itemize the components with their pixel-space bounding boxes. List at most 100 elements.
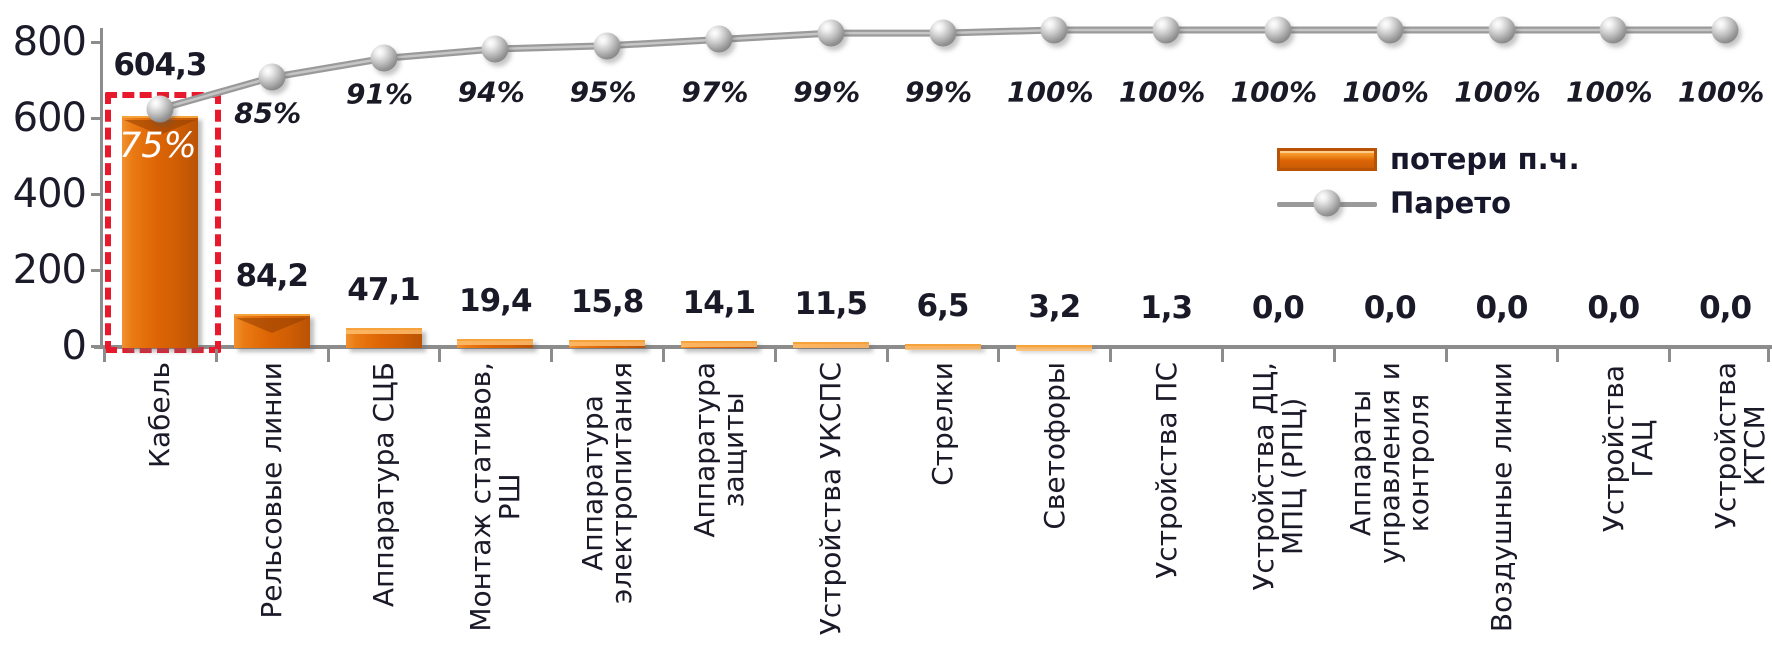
category-label: Монтаж стативов, РШ	[464, 362, 527, 632]
x-axis-tick	[997, 349, 1001, 362]
bar-value-label: 14,1	[682, 284, 756, 321]
category-label: Воздушные линии	[1485, 362, 1518, 633]
pareto-percent-label: 100%	[1677, 75, 1765, 109]
category-label: Устройства КТСМ	[1708, 362, 1771, 530]
bar-value-label: 604,3	[113, 47, 207, 84]
x-axis-tick	[885, 349, 889, 362]
bar-top-bevel	[792, 343, 869, 348]
category-label: Аппаратура защиты	[687, 362, 750, 538]
y-axis-line	[100, 28, 103, 348]
x-axis-tick	[1556, 349, 1560, 362]
bar-value-label: 3,2	[1028, 288, 1081, 325]
pareto-marker	[258, 63, 286, 91]
pareto-marker	[705, 25, 733, 53]
pareto-marker	[1488, 16, 1515, 44]
bar-top-bevel	[345, 330, 422, 335]
bar-1	[233, 314, 310, 348]
x-axis-tick	[1767, 349, 1770, 362]
x-axis-tick	[1332, 349, 1336, 362]
category-label: Устройства ГАЦ	[1596, 364, 1659, 533]
bar-4	[569, 339, 646, 348]
x-axis-tick	[103, 349, 106, 362]
bar-top-bevel	[569, 341, 646, 346]
bar-2	[345, 328, 422, 348]
pareto-percent-label: 100%	[1566, 75, 1653, 109]
category-label: Рельсовые линии	[255, 362, 289, 619]
category-label: Аппаратура электропитания	[576, 362, 639, 604]
y-axis-tick	[91, 41, 103, 44]
bar-value-label: 84,2	[235, 258, 308, 294]
pareto-marker	[370, 44, 397, 72]
category-label: Аппаратура СЦБ	[367, 362, 400, 608]
pareto-percent-label: 100%	[1118, 75, 1206, 109]
bar-8	[1016, 344, 1093, 351]
bar-value-label: 47,1	[347, 272, 420, 309]
pareto-percent-label: 100%	[1454, 75, 1541, 109]
bar-top-bevel	[904, 345, 981, 350]
pareto-marker	[817, 19, 845, 47]
bar-value-label: 6,5	[916, 287, 970, 324]
x-axis-tick	[438, 349, 442, 362]
bar-top-bevel	[680, 342, 757, 347]
pareto-marker	[1040, 16, 1068, 44]
category-label: Устройства ДЦ, МПЦ (РПЦ)	[1246, 362, 1309, 591]
pareto-marker	[1711, 16, 1739, 44]
bar-top-bevel	[235, 318, 308, 333]
pareto-percent-label: 100%	[1007, 75, 1094, 109]
pareto-percent-label: 100%	[1342, 75, 1429, 109]
bar-3	[457, 338, 534, 348]
pareto-marker	[1376, 16, 1404, 44]
bar-value-label: 1,3	[1140, 289, 1193, 326]
pareto-percent-label: 99%	[793, 75, 861, 109]
line-series-swatch	[1277, 189, 1377, 217]
legend-item-bars: потери п.ч.	[1277, 142, 1580, 176]
pareto-marker	[1152, 16, 1180, 44]
bar-value-label: 0,0	[1363, 290, 1417, 326]
bar-value-label: 0,0	[1699, 290, 1752, 326]
x-axis-tick	[214, 349, 218, 362]
bar-0	[121, 116, 198, 348]
pareto-percent-label: 99%	[904, 75, 973, 109]
pareto-percent-label: 100%	[1230, 75, 1318, 109]
pareto-marker	[481, 35, 509, 63]
pareto-percent-label: 94%	[457, 75, 525, 109]
pareto-marker	[146, 95, 174, 123]
category-label: Светофоры	[1037, 362, 1071, 530]
category-label: Аппараты управления и контроля	[1344, 362, 1436, 564]
bar-value-label: 0,0	[1587, 290, 1640, 326]
legend-label-bars: потери п.ч.	[1390, 142, 1580, 176]
x-axis-tick	[550, 349, 554, 362]
bar-top-bevel	[457, 340, 534, 345]
category-label: Устройства УКСПС	[814, 362, 848, 636]
y-axis-tick-label: 600	[12, 95, 87, 141]
bar-value-label: 11,5	[794, 285, 867, 322]
legend-item-line: Парето	[1277, 186, 1580, 220]
bar-value-label: 0,0	[1251, 290, 1305, 326]
pareto-marker	[1264, 16, 1292, 44]
y-axis-tick-label: 200	[12, 247, 87, 293]
bar-value-label: 15,8	[570, 283, 644, 320]
category-label: Стрелки	[926, 362, 959, 486]
legend: потери п.ч. Парето	[1277, 142, 1580, 220]
bar-6	[792, 341, 869, 348]
bar-7	[904, 343, 981, 350]
bar-value-label: 0,0	[1475, 290, 1529, 326]
bar-value-label: 19,4	[459, 282, 532, 319]
y-axis-tick-label: 400	[12, 171, 87, 217]
y-axis-tick	[91, 345, 103, 348]
pareto-marker	[929, 19, 956, 47]
x-axis-tick	[1444, 349, 1448, 362]
y-axis-tick	[91, 117, 103, 120]
x-axis-tick	[1668, 349, 1672, 362]
bar-5	[680, 340, 757, 348]
category-label: Кабель	[143, 362, 177, 468]
pareto-percent-label-inside: 75%	[118, 126, 197, 166]
bar-top-bevel	[123, 120, 196, 136]
line-swatch-marker	[1313, 189, 1341, 217]
bar-series-swatch	[1277, 147, 1377, 171]
pareto-percent-label: 85%	[234, 96, 302, 130]
y-axis-tick	[91, 269, 103, 272]
y-axis-tick-label: 0	[61, 323, 87, 369]
pareto-percent-label: 97%	[681, 75, 749, 109]
